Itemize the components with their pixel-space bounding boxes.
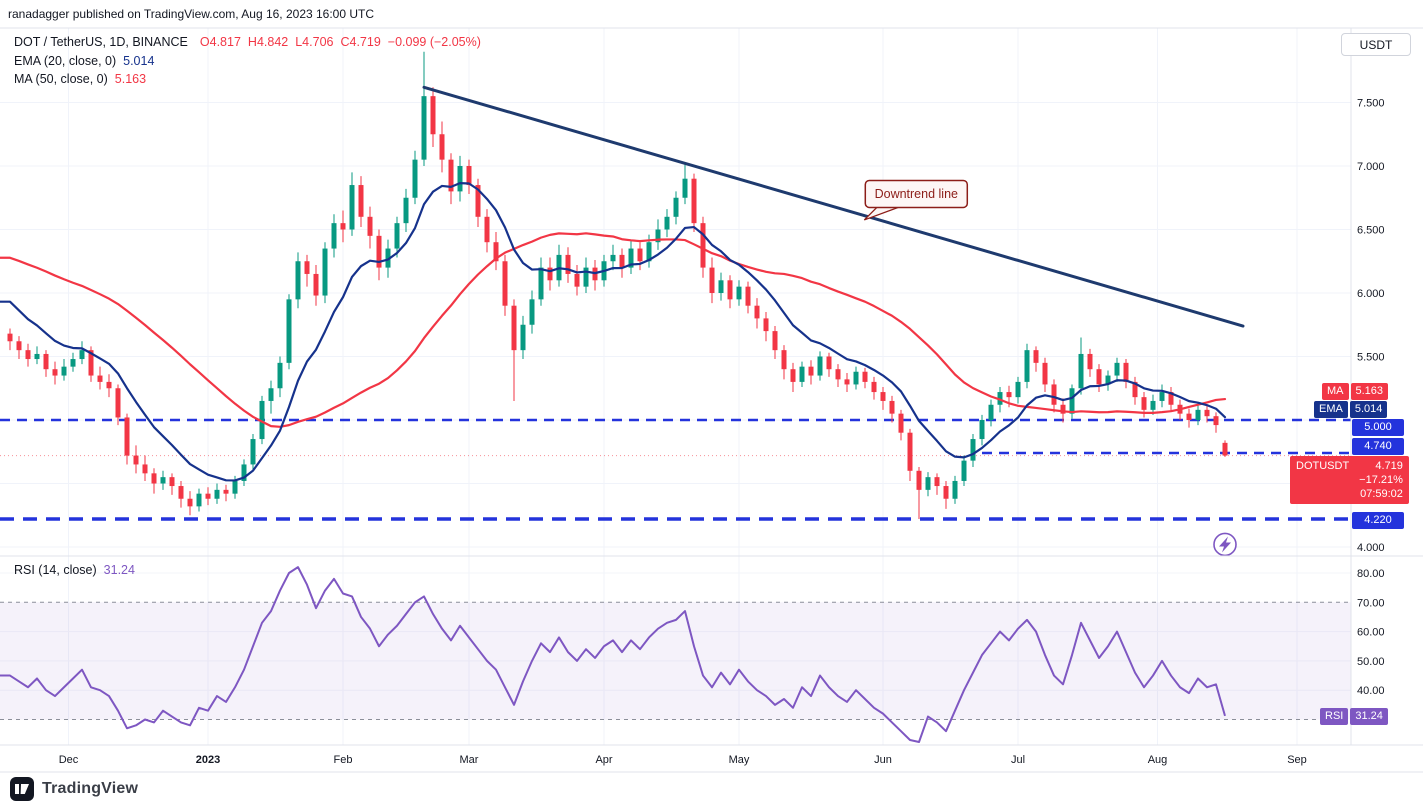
- symbol-axis-values: 4.719 −17.21% 07:59:02: [1359, 460, 1403, 500]
- price-pane: Downtrend line: [0, 51, 1351, 521]
- svg-text:4.000: 4.000: [1357, 542, 1385, 554]
- svg-text:Sep: Sep: [1287, 754, 1307, 766]
- currency-toggle-button[interactable]: USDT: [1341, 33, 1411, 56]
- ema-legend-value: 5.014: [123, 54, 155, 68]
- ohlc-high: H4.842: [247, 35, 289, 49]
- svg-text:5.500: 5.500: [1357, 352, 1385, 364]
- candles: [7, 51, 1228, 520]
- svg-text:50.00: 50.00: [1357, 656, 1385, 668]
- time-scale[interactable]: Dec 2023 Feb Mar Apr May Jun Jul Aug Sep: [59, 754, 1307, 766]
- svg-text:40.00: 40.00: [1357, 685, 1385, 697]
- svg-text:7.000: 7.000: [1357, 161, 1385, 173]
- downtrend-callout[interactable]: Downtrend line: [863, 179, 969, 221]
- price-change-pct: −17.21%: [1359, 474, 1403, 486]
- ema20-line: [0, 182, 1227, 482]
- downtrend-line[interactable]: [422, 85, 1245, 328]
- rsi-legend-label: RSI (14, close): [14, 563, 97, 577]
- svg-text:Mar: Mar: [460, 754, 479, 766]
- symbol-title: DOT / TetherUS, 1D, BINANCE: [14, 35, 188, 49]
- attribution-text: ranadagger published on TradingView.com,…: [8, 7, 375, 21]
- flash-icon[interactable]: [1213, 532, 1237, 557]
- level-badge-4220: 4.220: [1352, 512, 1404, 529]
- svg-text:70.00: 70.00: [1357, 597, 1385, 609]
- svg-text:6.000: 6.000: [1357, 288, 1385, 300]
- ema-axis-tag: EMA: [1314, 401, 1348, 418]
- ema-axis-value: 5.014: [1349, 401, 1388, 418]
- rsi-legend-row[interactable]: RSI (14, close) 31.24: [14, 563, 135, 577]
- ma-legend-row[interactable]: MA (50, close, 0) 5.163: [14, 72, 146, 86]
- ma-axis-badge: MA 5.163: [1322, 383, 1389, 400]
- ohlc-close: C4.719: [340, 35, 381, 49]
- ohlc-change: −0.099 (−2.05%): [387, 35, 481, 49]
- level-badge-4740: 4.740: [1352, 438, 1404, 455]
- ema-axis-badge: EMA 5.014: [1314, 401, 1388, 418]
- tradingview-logo-icon: [10, 777, 34, 801]
- svg-text:60.00: 60.00: [1357, 627, 1385, 639]
- ma-axis-value: 5.163: [1350, 383, 1389, 400]
- symbol-axis-tag: DOTUSDT: [1296, 460, 1350, 472]
- rsi-axis-tag: RSI: [1320, 708, 1349, 725]
- svg-text:Jun: Jun: [874, 754, 892, 766]
- rsi-line: [0, 566, 1226, 743]
- svg-text:Aug: Aug: [1148, 754, 1168, 766]
- tradingview-logo-link[interactable]: TradingView: [10, 777, 138, 801]
- rsi-legend-value: 31.24: [103, 563, 135, 577]
- rsi-axis-value: 31.24: [1350, 708, 1388, 725]
- ma-legend-value: 5.163: [114, 72, 147, 86]
- bar-countdown: 07:59:02: [1360, 488, 1403, 500]
- tradingview-wordmark: TradingView: [42, 780, 139, 797]
- svg-text:Jul: Jul: [1011, 754, 1025, 766]
- ema-legend-label: EMA (20, close, 0): [14, 54, 117, 68]
- svg-text:Apr: Apr: [595, 754, 612, 766]
- ma-axis-tag: MA: [1322, 383, 1349, 400]
- svg-text:May: May: [729, 754, 750, 766]
- svg-text:Dec: Dec: [59, 754, 79, 766]
- last-price-value: 4.719: [1375, 460, 1403, 472]
- svg-text:6.500: 6.500: [1357, 225, 1385, 237]
- level-badge-5000: 5.000: [1352, 419, 1404, 436]
- ma50-line: [0, 232, 1227, 428]
- svg-text:80.00: 80.00: [1357, 568, 1385, 580]
- rsi-pane: [0, 566, 1351, 743]
- price-scale[interactable]: 7.500 7.000 6.500 6.000 5.500 4.000 80.00 70.00…: [1357, 98, 1385, 698]
- rsi-axis-badge: RSI 31.24: [1320, 708, 1388, 725]
- svg-text:7.500: 7.500: [1357, 98, 1385, 110]
- svg-text:Downtrend line: Downtrend line: [875, 187, 958, 201]
- ohlc-low: L4.706: [295, 35, 334, 49]
- svg-text:2023: 2023: [196, 754, 220, 766]
- ema-legend-row[interactable]: EMA (20, close, 0) 5.014: [14, 54, 154, 68]
- svg-text:Feb: Feb: [334, 754, 353, 766]
- ohlc-open: O4.817: [199, 35, 241, 49]
- ma-legend-label: MA (50, close, 0): [14, 72, 108, 86]
- symbol-legend-row[interactable]: DOT / TetherUS, 1D, BINANCE O4.817 H4.84…: [14, 35, 481, 49]
- symbol-axis-badge: DOTUSDT 4.719 −17.21% 07:59:02: [1290, 456, 1409, 504]
